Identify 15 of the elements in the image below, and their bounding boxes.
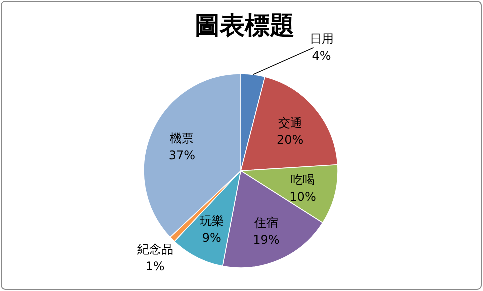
slice-label: 交通 <box>278 116 302 130</box>
chart-title: 圖表標題 <box>195 11 295 40</box>
slice-label: 住宿 <box>253 216 278 230</box>
data-label: 9% <box>202 231 222 246</box>
data-label: 37% <box>168 148 196 163</box>
data-label: 20% <box>276 133 304 148</box>
slice-label: 機票 <box>170 132 194 146</box>
data-label: 4% <box>312 48 332 63</box>
data-label: 19% <box>253 232 280 247</box>
data-label: 1% <box>146 260 165 274</box>
slice-label: 日用 <box>310 32 334 46</box>
data-label: 10% <box>290 190 316 204</box>
slice-label: 吃喝 <box>291 172 316 187</box>
slice-label: 玩樂 <box>200 214 224 228</box>
slice-label: 紀念品 <box>137 242 174 257</box>
